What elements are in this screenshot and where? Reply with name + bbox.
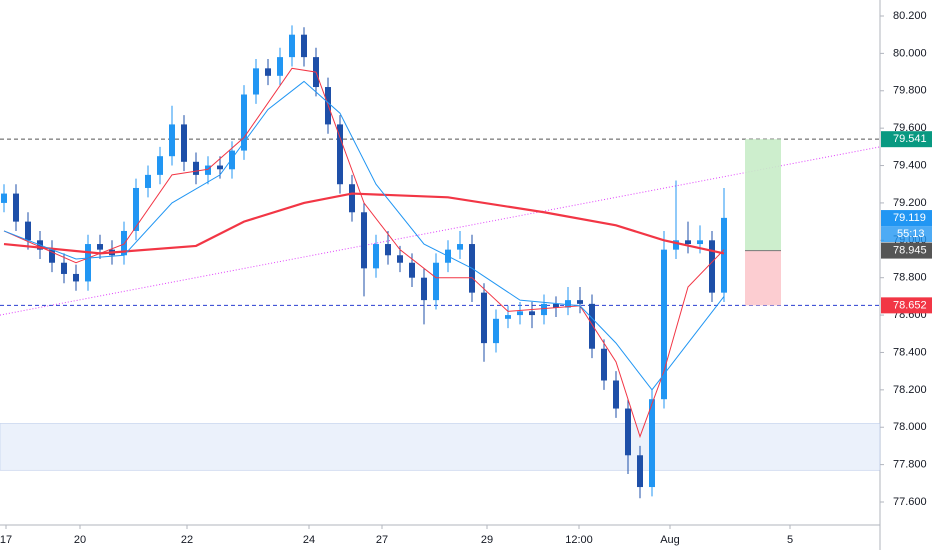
candle-body [697, 240, 703, 245]
candle-body [73, 273, 79, 282]
candle-body [97, 244, 103, 250]
y-tick-label: 78.000 [893, 421, 927, 433]
candle-body [541, 303, 547, 316]
candle-body [133, 187, 139, 231]
y-tick-label: 79.800 [893, 85, 927, 97]
y-tick-label: 79.400 [893, 159, 927, 171]
candle-body [553, 303, 559, 308]
x-tick-label: 17 [0, 534, 12, 546]
x-tick-label: Aug [660, 534, 680, 546]
candle-body [265, 68, 271, 76]
candle-body [409, 262, 415, 278]
candle-body [613, 380, 619, 409]
candle-body [421, 277, 427, 301]
candle-body [589, 303, 595, 349]
candle-body [433, 262, 439, 301]
y-tick-label: 80.000 [893, 47, 927, 59]
candle-body [25, 221, 31, 241]
candle-body [685, 240, 691, 245]
candle-body [661, 249, 667, 400]
candle-body [169, 124, 175, 157]
candle-body [457, 244, 463, 250]
candle-body [373, 244, 379, 269]
support-zone [0, 423, 881, 471]
candle-body [289, 34, 295, 58]
candle-body [1, 193, 7, 203]
candle-body [301, 34, 307, 58]
candle-body [277, 57, 283, 76]
candle-body [181, 124, 187, 162]
candle-body [637, 455, 643, 488]
candle-body [361, 212, 367, 269]
candle-body [721, 217, 727, 293]
candle-body [145, 174, 151, 188]
moving-average [3, 67, 725, 439]
candle-body [13, 193, 19, 222]
candle-body [217, 165, 223, 170]
y-tick-label: 79.200 [893, 197, 927, 209]
y-tick-label: 77.600 [893, 496, 927, 508]
candle-body [529, 311, 535, 316]
candle-body [121, 230, 127, 256]
price-label: 79.541 [893, 133, 927, 145]
candle-body [193, 161, 199, 175]
candle-body [61, 262, 67, 274]
candle-body [577, 300, 583, 304]
candle-body [709, 240, 715, 293]
price-label-bg [881, 297, 932, 314]
x-tick-label: 29 [481, 534, 493, 546]
countdown-bg [881, 226, 932, 243]
x-tick-label: 20 [74, 534, 86, 546]
candle-body [481, 292, 487, 344]
candle-body [517, 311, 523, 316]
candle-body [253, 68, 259, 95]
y-tick-label: 79.600 [893, 122, 927, 134]
y-tick-label: 77.800 [893, 459, 927, 471]
x-tick-label: 27 [376, 534, 388, 546]
candle-body [349, 184, 355, 213]
candle-body [505, 315, 511, 319]
price-label: 78.652 [893, 299, 927, 311]
candle-body [241, 94, 247, 151]
candle-body [49, 249, 55, 263]
candle-body [205, 165, 211, 175]
candle-body [565, 300, 571, 308]
candle-body [601, 348, 607, 381]
x-tick-label: 24 [303, 534, 315, 546]
candle-body [157, 156, 163, 175]
price-label-bg [881, 131, 932, 148]
y-tick-label: 78.200 [893, 384, 927, 396]
y-tick-label: 78.800 [893, 272, 927, 284]
price-label: 78.945 [893, 244, 927, 256]
x-tick-label: 12:00 [565, 534, 593, 546]
price-label-bg [881, 210, 932, 227]
candle-body [229, 150, 235, 170]
moving-average [3, 192, 725, 255]
trendline [0, 146, 881, 316]
x-tick-label: 5 [787, 534, 793, 546]
moving-average [3, 80, 725, 391]
profit-zone [745, 139, 781, 251]
price-label-bg [881, 242, 932, 259]
y-tick-label: 80.200 [893, 10, 927, 22]
y-tick-label: 78.400 [893, 346, 927, 358]
loss-zone [745, 250, 781, 306]
candle-body [649, 399, 655, 488]
price-label: 79.119 [893, 212, 926, 224]
candle-body [337, 124, 343, 185]
x-tick-label: 22 [181, 534, 193, 546]
candle-body [493, 318, 499, 344]
candle-body [397, 255, 403, 263]
candle-body [673, 240, 679, 250]
candle-body [385, 244, 391, 256]
countdown: 55:13 [897, 228, 925, 240]
candle-body [625, 408, 631, 456]
candle-body [85, 244, 91, 282]
